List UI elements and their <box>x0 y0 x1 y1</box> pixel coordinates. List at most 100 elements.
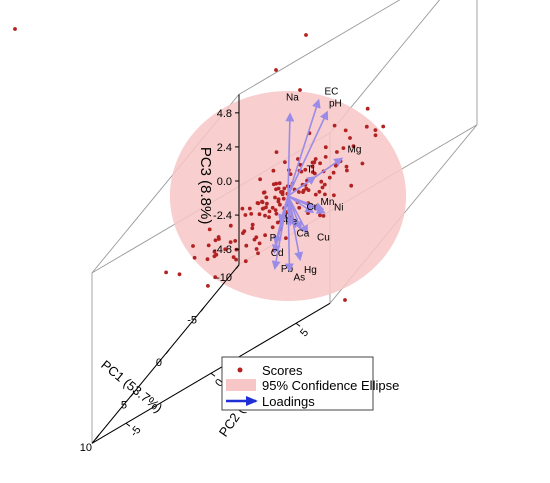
score-point <box>327 175 332 180</box>
score-point <box>323 192 327 197</box>
score-point <box>265 201 269 206</box>
score-point <box>274 211 279 216</box>
score-point <box>244 243 249 248</box>
score-point <box>258 177 262 182</box>
score-point <box>250 226 255 231</box>
score-point <box>331 170 336 175</box>
score-point <box>321 214 326 218</box>
score-point <box>312 160 317 165</box>
score-point <box>322 182 327 187</box>
score-point <box>320 185 325 190</box>
score-point <box>278 202 282 207</box>
loading-label-cr: Cr <box>307 202 318 213</box>
score-point <box>234 257 239 262</box>
loading-label-k: K <box>283 211 290 222</box>
score-point <box>233 239 238 243</box>
legend-label-scores: Scores <box>262 363 303 378</box>
score-point <box>351 144 356 149</box>
loading-label-p: P <box>270 233 277 244</box>
score-point <box>335 150 339 154</box>
score-point <box>267 215 271 220</box>
score-point <box>276 186 281 191</box>
z-tick-label: 0.0 <box>217 176 232 188</box>
score-point <box>240 206 245 211</box>
score-point <box>344 164 349 169</box>
y-tick-mark <box>125 422 131 427</box>
score-point <box>254 247 259 251</box>
score-point <box>313 157 318 161</box>
x-tick-mark <box>235 264 240 270</box>
score-point <box>270 205 275 210</box>
score-point <box>274 181 279 186</box>
legend-marker-ellipse <box>226 379 256 391</box>
score-point <box>373 133 378 138</box>
score-point <box>332 193 336 198</box>
score-point <box>297 205 302 210</box>
score-point <box>260 199 264 204</box>
loading-arrow-ni <box>287 195 326 214</box>
score-point <box>273 208 278 213</box>
box-edge <box>238 0 401 95</box>
loading-label-ph: pH <box>329 98 342 109</box>
loading-label-ec: EC <box>325 87 339 98</box>
score-point <box>277 181 282 186</box>
score-point <box>243 213 248 217</box>
score-point <box>261 206 266 211</box>
score-point <box>274 150 279 155</box>
score-point <box>318 161 322 166</box>
legend: Scores 95% Confidence Ellipse Loadings <box>221 356 399 411</box>
loading-label-pb: Pb <box>281 264 294 275</box>
z-tick-label: 2.4 <box>217 142 232 154</box>
y-tick-mark <box>210 372 216 377</box>
score-point <box>256 201 261 206</box>
loading-label-ni: Ni <box>334 203 343 214</box>
y-tick-label: -5 <box>128 424 143 439</box>
score-point <box>323 145 328 150</box>
score-point <box>206 284 210 288</box>
score-point <box>271 168 276 173</box>
score-point <box>13 27 17 31</box>
score-point <box>192 255 197 260</box>
score-point <box>312 171 317 176</box>
score-point <box>263 213 267 218</box>
score-point <box>262 190 267 195</box>
score-point <box>343 128 348 133</box>
score-point <box>231 255 236 259</box>
loading-arrow-cr <box>287 195 315 214</box>
score-point <box>257 241 262 246</box>
score-point <box>213 275 218 280</box>
score-point <box>288 172 293 177</box>
x-tick-mark <box>200 306 205 312</box>
loading-arrow-hg <box>287 195 304 262</box>
score-point <box>228 240 233 245</box>
score-point <box>254 235 259 240</box>
score-point <box>207 227 212 232</box>
score-point <box>281 196 286 201</box>
loading-label-cu: Cu <box>317 233 330 244</box>
score-point <box>212 249 217 254</box>
score-point <box>274 68 278 72</box>
loading-label-mn: Mn <box>321 197 335 208</box>
loading-arrow-na <box>285 112 295 197</box>
score-point <box>191 244 195 248</box>
score-point <box>310 164 315 169</box>
loading-label-hg: Hg <box>304 265 317 276</box>
loading-label-na: Na <box>286 92 299 103</box>
score-point <box>301 190 305 195</box>
score-point <box>264 195 269 200</box>
x-tick-mark <box>95 434 100 440</box>
score-point <box>297 190 301 194</box>
score-point <box>341 146 346 151</box>
x-tick-mark <box>130 391 135 397</box>
z-tick-label: 4.8 <box>217 108 232 120</box>
loading-arrow-ec <box>287 98 321 197</box>
score-point <box>282 186 287 191</box>
x-tick-label: 5 <box>121 399 127 411</box>
x-axis-line <box>91 264 240 444</box>
loading-arrows: NaECMgTipHMnNiCrCuCaFeAlKPCdPbHgAs <box>270 87 362 284</box>
score-point <box>257 212 262 217</box>
score-point <box>365 106 370 111</box>
score-point <box>349 183 354 188</box>
score-point <box>332 123 337 128</box>
loading-label-ca: Ca <box>297 228 310 239</box>
